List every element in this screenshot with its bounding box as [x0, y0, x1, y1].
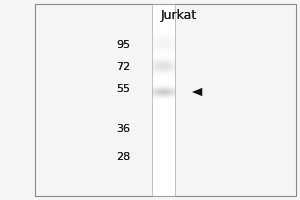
Bar	[152, 4, 175, 196]
Bar	[152, 196, 175, 200]
Text: 28: 28	[116, 152, 130, 162]
Bar	[0, 0, 152, 200]
Polygon shape	[192, 88, 202, 96]
Text: 36: 36	[116, 124, 130, 134]
Text: 95: 95	[116, 40, 130, 50]
Text: 72: 72	[116, 62, 130, 72]
Bar	[152, 0, 175, 4]
Text: 55: 55	[116, 84, 130, 94]
Text: 28: 28	[116, 152, 130, 162]
Text: Jurkat: Jurkat	[160, 9, 196, 22]
Bar	[34, 4, 296, 196]
Text: 36: 36	[116, 124, 130, 134]
Text: 72: 72	[116, 62, 130, 72]
Text: 95: 95	[116, 40, 130, 50]
Bar	[152, 4, 175, 196]
Text: 55: 55	[116, 84, 130, 94]
Bar	[34, 4, 296, 196]
Text: Jurkat: Jurkat	[160, 9, 196, 22]
